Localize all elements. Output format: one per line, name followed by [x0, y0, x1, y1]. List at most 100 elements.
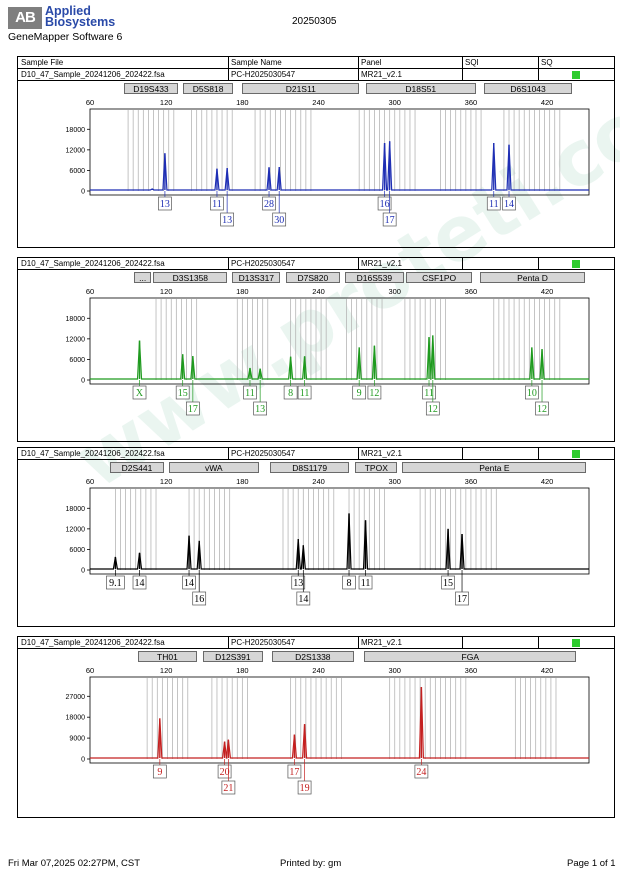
allele-call-label: 12 — [369, 388, 379, 399]
y-tick-label: 12000 — [66, 526, 86, 533]
allele-call-box[interactable] — [367, 385, 382, 400]
marker-label[interactable]: D7S820 — [285, 272, 341, 283]
x-tick-label: 180 — [236, 477, 249, 486]
marker-label[interactable]: Penta E — [402, 462, 587, 473]
allele-call-box[interactable] — [175, 385, 190, 400]
allele-call-label: 11 — [212, 199, 222, 210]
allele-call-box[interactable] — [296, 591, 311, 606]
marker-label[interactable]: D16S539 — [345, 272, 404, 283]
x-tick-label: 300 — [388, 98, 401, 107]
x-tick-label: 300 — [388, 287, 401, 296]
marker-label[interactable]: Penta D — [479, 272, 586, 283]
panel-name: MR21_v2.1 — [361, 70, 402, 79]
marker-label[interactable]: TH01 — [138, 651, 197, 662]
sample-name: PC-H2025030547 — [231, 638, 296, 647]
x-tick-label: 60 — [86, 666, 94, 675]
allele-call-box[interactable] — [297, 385, 312, 400]
allele-call-box[interactable] — [272, 212, 287, 227]
marker-label[interactable]: D6S1043 — [483, 83, 573, 94]
sample-name: PC-H2025030547 — [231, 70, 296, 79]
sample-info-row: D10_47_Sample_20241206_202422.fsa PC-H202… — [18, 637, 614, 648]
allele-call-label: 16 — [194, 594, 204, 605]
x-tick-label: 180 — [236, 287, 249, 296]
allele-call-label: 13 — [222, 215, 232, 226]
allele-call-box[interactable] — [192, 591, 207, 606]
marker-label[interactable]: D19S433 — [124, 83, 178, 94]
allele-call-box[interactable] — [441, 575, 455, 590]
marker-label[interactable]: D5S818 — [182, 83, 234, 94]
allele-call-label: 21 — [223, 783, 233, 794]
panel-name: MR21_v2.1 — [361, 638, 402, 647]
allele-call-label: 13 — [160, 199, 170, 210]
allele-call-box[interactable] — [185, 401, 200, 416]
allele-call-box[interactable] — [253, 401, 267, 416]
report-date: 20250305 — [292, 16, 337, 27]
allele-call-box[interactable] — [525, 385, 539, 400]
allele-call-box[interactable] — [502, 196, 516, 211]
allele-call-box[interactable] — [243, 385, 257, 400]
allele-call-box[interactable] — [382, 212, 397, 227]
marker-label[interactable]: vWA — [168, 462, 259, 473]
allele-call-box[interactable] — [358, 575, 373, 590]
x-tick-label: 360 — [465, 98, 478, 107]
allele-call-box[interactable] — [210, 196, 224, 211]
x-tick-label: 420 — [541, 287, 554, 296]
marker-label[interactable]: D12S391 — [203, 651, 263, 662]
plot-frame — [89, 487, 590, 575]
allele-call-box[interactable] — [352, 385, 367, 400]
allele-call-box[interactable] — [535, 401, 549, 416]
allele-call-box[interactable] — [342, 575, 356, 590]
electropherogram-panel-1: Sample File Sample Name Panel SQI SQ D10_47_S… — [17, 56, 615, 248]
allele-call-box[interactable] — [455, 591, 469, 606]
allele-call-label: 13 — [255, 404, 265, 415]
marker-label[interactable]: D2S1338 — [271, 651, 355, 662]
marker-label[interactable]: CSF1PO — [406, 272, 473, 283]
allele-call-label: 9 — [157, 767, 162, 778]
allele-call-box[interactable] — [217, 764, 232, 779]
allele-call-box[interactable] — [377, 196, 392, 211]
marker-label[interactable]: FGA — [364, 651, 577, 662]
allele-call-box[interactable] — [297, 780, 312, 795]
y-tick-label: 6000 — [69, 547, 85, 554]
allele-call-box[interactable] — [132, 575, 147, 590]
electropherogram-chart: 60 120 180 240 300 360 420 0 6000 12000 18000 X 1517… — [66, 287, 590, 416]
allele-call-box[interactable] — [152, 764, 167, 779]
marker-label[interactable]: TPOX — [355, 462, 398, 473]
marker-label[interactable]: D18S51 — [365, 83, 476, 94]
allele-call-box[interactable] — [221, 780, 236, 795]
allele-call-label: 14 — [184, 578, 194, 589]
allele-call-box[interactable] — [422, 385, 436, 400]
marker-label[interactable]: ... — [134, 272, 151, 283]
sample-file: D10_47_Sample_20241206_202422.fsa — [21, 449, 165, 458]
marker-label[interactable]: D13S317 — [232, 272, 281, 283]
allele-call-box[interactable] — [158, 196, 172, 211]
allele-call-label: 17 — [289, 767, 299, 778]
allele-call-box[interactable] — [106, 575, 125, 590]
y-tick-label: 0 — [81, 378, 85, 385]
allele-call-label: 19 — [300, 783, 310, 794]
allele-call-label: 15 — [443, 578, 453, 589]
marker-label[interactable]: D8S1179 — [270, 462, 350, 473]
x-tick-label: 300 — [388, 477, 401, 486]
allele-call-box[interactable] — [291, 575, 306, 590]
marker-label[interactable]: D3S1358 — [153, 272, 228, 283]
allele-call-box[interactable] — [132, 385, 147, 400]
allele-call-box[interactable] — [425, 401, 440, 416]
logo-mark: AB — [8, 7, 42, 29]
sample-file: D10_47_Sample_20241206_202422.fsa — [21, 259, 165, 268]
marker-label[interactable]: D2S441 — [110, 462, 164, 473]
column-header-sample-name: Sample Name — [231, 58, 282, 67]
allele-call-box[interactable] — [220, 212, 234, 227]
panel-name: MR21_v2.1 — [361, 259, 402, 268]
allele-call-box[interactable] — [287, 764, 302, 779]
allele-call-box[interactable] — [283, 385, 298, 400]
column-header-sqi: SQI — [465, 58, 479, 67]
sample-name: PC-H2025030547 — [231, 259, 296, 268]
allele-call-box[interactable] — [414, 764, 429, 779]
allele-call-box[interactable] — [262, 196, 276, 211]
x-tick-label: 300 — [388, 666, 401, 675]
allele-call-box[interactable] — [182, 575, 196, 590]
allele-call-label: 15 — [178, 388, 188, 399]
marker-label[interactable]: D21S11 — [242, 83, 360, 94]
allele-call-box[interactable] — [486, 196, 501, 211]
